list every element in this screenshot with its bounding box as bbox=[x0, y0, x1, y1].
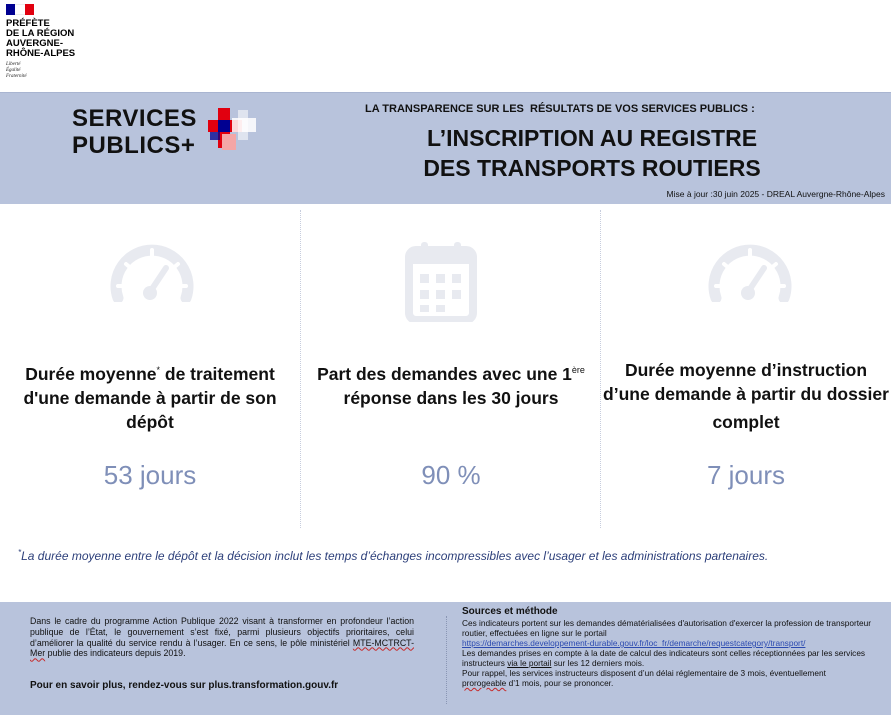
motto-line: Égalité bbox=[6, 68, 21, 73]
sources-text-part: d’1 mois, pour se prononcer. bbox=[506, 678, 614, 688]
sources-text-part: sur les 12 derniers mois. bbox=[551, 658, 645, 668]
footnote: *La durée moyenne entre le dépôt et la d… bbox=[18, 548, 768, 563]
flag-red bbox=[24, 4, 34, 15]
indicator-card: Durée moyenne* de traitement d'une deman… bbox=[0, 206, 300, 526]
header-kicker: LA TRANSPARENCE SUR LES RÉSULTATS DE VOS… bbox=[365, 103, 755, 115]
prefecture-name-line: AUVERGNE- bbox=[6, 38, 64, 49]
title-line: L’INSCRIPTION AU REGISTRE bbox=[426, 125, 758, 151]
title-line: DES TRANSPORTS ROUTIERS bbox=[423, 155, 761, 181]
indicator-label: Durée moyenne d’instruction d’une demand… bbox=[601, 358, 891, 434]
logo-line: SERVICES bbox=[72, 105, 197, 132]
prefecture-name: PRÉFÈTE DE LA RÉGION AUVERGNE- RHÔNE-ALP… bbox=[6, 19, 126, 59]
sources-title: Sources et méthode bbox=[462, 606, 558, 617]
label-text: Durée moyenne bbox=[25, 363, 157, 384]
page-title: L’INSCRIPTION AU REGISTRE DES TRANSPORTS… bbox=[380, 123, 804, 183]
sources-section: Sources et méthode Ces indicateurs porte… bbox=[462, 606, 872, 689]
republic-motto: Liberté Égalité Fraternité bbox=[6, 62, 126, 80]
program-description: Dans le cadre du programme Action Publiq… bbox=[30, 616, 414, 659]
indicator-value: 7 jours bbox=[706, 460, 786, 490]
label-sup: ère bbox=[571, 365, 585, 375]
indicator-label: Durée moyenne* de traitement d'une deman… bbox=[0, 358, 300, 434]
sources-text-marked: prorogeable bbox=[462, 678, 507, 688]
prefecture-logo: PRÉFÈTE DE LA RÉGION AUVERGNE- RHÔNE-ALP… bbox=[6, 4, 126, 80]
portal-link[interactable]: https://demarches.developpement-durable.… bbox=[462, 638, 806, 648]
indicators-grid: Durée moyenne* de traitement d'une deman… bbox=[0, 206, 891, 536]
speedometer-icon bbox=[708, 244, 792, 302]
label-text: Durée moyenne d’instruction d’une demand… bbox=[603, 360, 889, 432]
label-sup: * bbox=[156, 365, 161, 375]
services-publics-logo: SERVICES PUBLICS+ bbox=[72, 105, 197, 159]
footnote-mark: * bbox=[18, 548, 22, 557]
prefecture-name-line: PRÉFÈTE bbox=[6, 18, 50, 29]
services-publics-plus-icon bbox=[208, 108, 256, 150]
footer-divider bbox=[446, 616, 447, 704]
sources-text: Les demandes prises en compte à la date … bbox=[462, 648, 872, 668]
description-text-marked: MTE-MCTRCT-Mer bbox=[30, 637, 414, 659]
indicator-value: 90 % bbox=[421, 460, 481, 490]
indicator-card: Durée moyenne d’instruction d’une demand… bbox=[601, 206, 891, 526]
sources-text-underlined: via le portail bbox=[507, 658, 552, 668]
flag-blue bbox=[6, 4, 16, 15]
prefecture-name-line: DE LA RÉGION bbox=[6, 28, 75, 39]
column-divider bbox=[300, 210, 301, 528]
indicator-value: 53 jours bbox=[103, 460, 197, 490]
column-divider bbox=[600, 210, 601, 528]
french-flag-icon bbox=[6, 4, 34, 15]
indicator-card: Part des demandes avec une 1ère réponse … bbox=[301, 206, 601, 526]
description-text: publie des indicateurs depuis 2019. bbox=[45, 648, 186, 659]
motto-line: Fraternité bbox=[6, 74, 27, 79]
sources-text-part: Les demandes prises en compte à la date … bbox=[462, 648, 866, 668]
indicator-label: Part des demandes avec une 1ère réponse … bbox=[301, 358, 601, 410]
header-band: SERVICES PUBLICS+ LA TRANSPARENCE SUR LE… bbox=[0, 92, 891, 204]
description-text: Dans le cadre du programme Action Publiq… bbox=[30, 616, 414, 648]
label-text: réponse dans les 30 jours bbox=[343, 387, 559, 408]
prefecture-name-line: RHÔNE-ALPES bbox=[6, 48, 76, 59]
label-text: de traitement d'une demande à partir de … bbox=[23, 363, 277, 432]
footnote-text: La durée moyenne entre le dépôt et la dé… bbox=[21, 549, 769, 563]
motto-line: Liberté bbox=[6, 62, 21, 67]
more-info-link[interactable]: Pour en savoir plus, rendez-vous sur plu… bbox=[30, 680, 339, 691]
logo-line: PUBLICS+ bbox=[72, 132, 196, 159]
flag-white bbox=[15, 4, 25, 15]
sources-text: Pour rappel, les services instructeurs d… bbox=[462, 668, 872, 688]
update-date: Mise à jour :30 juin 2025 - DREAL Auverg… bbox=[666, 189, 885, 199]
speedometer-icon bbox=[110, 244, 194, 302]
label-text: Part des demandes avec une 1 bbox=[317, 363, 572, 384]
sources-text: Ces indicateurs portent sur les demandes… bbox=[462, 618, 872, 638]
sources-text-part: Pour rappel, les services instructeurs d… bbox=[462, 668, 826, 678]
calendar-icon bbox=[405, 242, 477, 322]
footer-band: Dans le cadre du programme Action Publiq… bbox=[0, 602, 891, 715]
